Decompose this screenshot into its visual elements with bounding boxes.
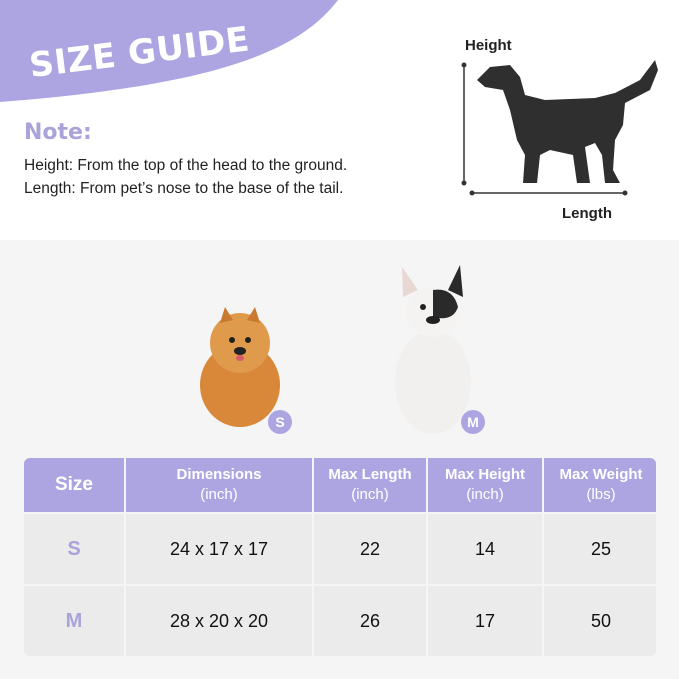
row-m-dimensions: 28 x 20 x 20 <box>126 586 312 656</box>
french-bulldog-photo <box>395 265 471 434</box>
height-label: Height <box>465 37 512 54</box>
length-note: Length: From pet’s nose to the base of t… <box>24 180 344 197</box>
table-header-dimensions: Dimensions (inch) <box>126 458 312 512</box>
row-s-dimensions: 24 x 17 x 17 <box>126 514 312 584</box>
table-header-size: Size <box>24 458 124 512</box>
size-badge-m: M <box>461 410 485 434</box>
row-s-max-height: 14 <box>428 514 542 584</box>
row-m-max-length: 26 <box>314 586 426 656</box>
table-header-max-height: Max Height (inch) <box>428 458 542 512</box>
row-s-size: S <box>24 514 124 584</box>
table-header-max-weight: Max Weight (lbs) <box>544 458 656 512</box>
row-m-max-weight: 50 <box>544 586 656 656</box>
row-s-max-weight: 25 <box>544 514 656 584</box>
pomeranian-photo <box>200 307 280 427</box>
title-banner <box>0 0 338 102</box>
row-m-max-height: 17 <box>428 586 542 656</box>
table-header-max-length: Max Length (inch) <box>314 458 426 512</box>
height-note: Height: From the top of the head to the … <box>24 157 348 174</box>
dog-silhouette-icon <box>461 60 658 196</box>
header-section: SIZE GUIDE Note: Height: From the top of… <box>0 0 679 240</box>
size-table: Size Dimensions (inch) Max Length (inch) M… <box>24 458 656 656</box>
size-badge-s: S <box>268 410 292 434</box>
note-label: Note: <box>24 120 92 145</box>
row-m-size: M <box>24 586 124 656</box>
row-s-max-length: 22 <box>314 514 426 584</box>
length-label: Length <box>562 205 612 222</box>
